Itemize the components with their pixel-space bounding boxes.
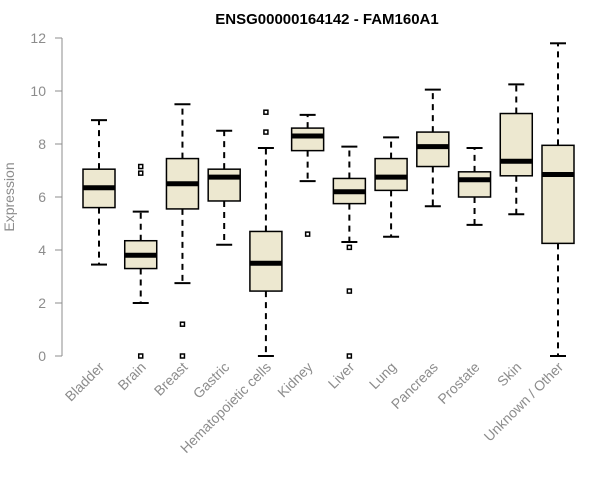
box-iqr <box>457 171 492 198</box>
y-axis-ticks: 0 2 4 6 8 10 12 <box>30 30 62 364</box>
x-tick-label: Lung <box>366 359 399 392</box>
y-tick-label: 0 <box>38 348 46 364</box>
box-group <box>499 83 534 216</box>
y-tick-label: 8 <box>38 136 46 152</box>
x-tick-label: Liver <box>325 359 358 392</box>
box-iqr <box>374 157 408 192</box>
x-tick-label: Prostate <box>434 359 482 407</box>
y-tick-label: 6 <box>38 189 46 205</box>
y-tick-label: 4 <box>38 242 46 258</box>
x-tick-label: Skin <box>494 359 525 390</box>
box-group <box>457 146 492 226</box>
outlier-point <box>346 353 353 359</box>
x-tick-label: Brain <box>114 359 148 393</box>
box-group <box>207 129 241 246</box>
outlier-point <box>346 288 353 294</box>
box-group <box>82 119 116 266</box>
box-group <box>374 136 408 238</box>
box-group <box>249 109 283 357</box>
box-iqr <box>290 127 325 152</box>
y-tick-label: 10 <box>30 83 46 99</box>
x-tick-label: Bladder <box>62 359 108 405</box>
outlier-point <box>263 129 269 135</box>
box-group <box>416 88 450 208</box>
x-tick-label: Breast <box>151 359 191 399</box>
y-axis-label: Expression <box>1 162 17 231</box>
outlier-point <box>137 353 144 359</box>
box-iqr <box>499 112 534 177</box>
outlier-point <box>179 321 186 327</box>
box-group <box>290 113 325 237</box>
outlier-point <box>137 170 144 176</box>
chart-title: ENSG00000164142 - FAM160A1 <box>215 11 438 28</box>
box-iqr <box>541 144 575 245</box>
y-tick-label: 12 <box>30 30 46 46</box>
boxes-layer <box>82 42 575 359</box>
box-group <box>165 103 200 359</box>
box-group <box>123 163 158 359</box>
outlier-point <box>304 231 311 237</box>
x-tick-label: Kidney <box>274 359 316 401</box>
y-tick-label: 2 <box>38 295 46 311</box>
box-group <box>541 42 575 357</box>
box-iqr <box>207 168 241 202</box>
box-group <box>332 145 367 359</box>
outlier-point <box>346 244 353 251</box>
outlier-point <box>179 353 186 359</box>
box-iqr <box>416 131 450 168</box>
x-tick-label: Unknown / Other <box>481 359 567 445</box>
outlier-point <box>263 109 269 115</box>
outlier-point <box>137 163 144 170</box>
